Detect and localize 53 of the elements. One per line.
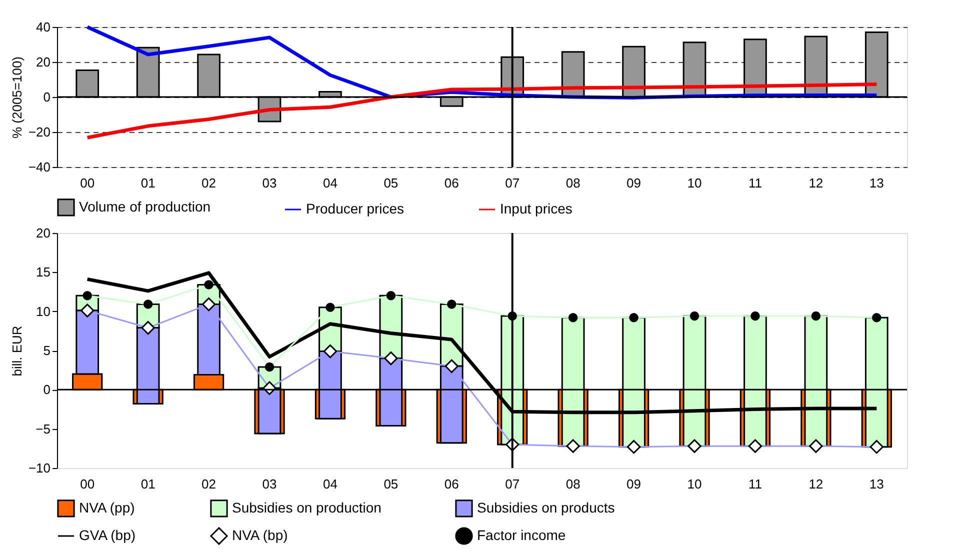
legend-label: Input prices xyxy=(500,200,572,216)
x-tick-label: 11 xyxy=(748,176,762,190)
x-tick-label: 03 xyxy=(262,476,277,492)
y-tick-label: 15 xyxy=(36,264,50,280)
x-tick-label: 04 xyxy=(322,476,338,492)
x-tick-label: 01 xyxy=(140,476,156,492)
x-tick-label: 08 xyxy=(566,476,580,492)
x-tick-label: 07 xyxy=(505,476,520,492)
y-tick-label: 0 xyxy=(43,90,50,104)
y-tick-label: −40 xyxy=(28,160,50,174)
y-tick-label: 40 xyxy=(36,20,50,34)
y-tick-label: −5 xyxy=(36,421,50,436)
x-tick-label: 10 xyxy=(687,476,702,492)
legend-label: Subsidies on production xyxy=(232,499,382,516)
x-tick-label: 09 xyxy=(626,176,642,190)
line-series xyxy=(86,25,878,100)
y-tick-label: 5 xyxy=(43,343,50,358)
y-tick-label: 10 xyxy=(36,304,50,319)
x-tick-label: 04 xyxy=(322,176,338,190)
x-tick-label: 05 xyxy=(384,176,398,190)
legend-label: GVA (bp) xyxy=(79,527,136,543)
x-tick-label: 03 xyxy=(262,176,277,190)
x-tick-label: 12 xyxy=(808,176,824,190)
legend-label: NVA (pp) xyxy=(79,499,135,516)
x-tick-label: 08 xyxy=(566,176,580,190)
legend-label: Factor income xyxy=(477,527,566,543)
x-tick-label: 06 xyxy=(444,176,459,190)
legend-label: NVA (bp) xyxy=(232,527,288,543)
legend-label: Producer prices xyxy=(306,200,404,216)
y-axis-title: % (2005=100) xyxy=(9,56,24,139)
x-tick-label: 11 xyxy=(748,476,762,492)
x-tick-label: 10 xyxy=(687,176,702,190)
y-tick-label: 20 xyxy=(36,54,50,70)
x-tick-label: 00 xyxy=(80,476,95,492)
y-tick-label: −20 xyxy=(28,124,50,140)
y-axis-title: bill. EUR xyxy=(9,326,24,376)
x-tick-label: 01 xyxy=(140,176,156,190)
legend-label: Volume of production xyxy=(79,198,211,214)
x-tick-label: 13 xyxy=(869,476,884,492)
x-tick-label: 02 xyxy=(202,476,216,492)
x-tick-label: 05 xyxy=(384,476,398,492)
x-tick-label: 00 xyxy=(80,176,95,190)
x-tick-label: 07 xyxy=(505,176,520,190)
y-tick-label: 0 xyxy=(43,382,50,398)
y-tick-label: 20 xyxy=(36,226,50,240)
x-tick-label: 13 xyxy=(869,176,884,190)
y-tick-label: −10 xyxy=(28,460,50,476)
x-tick-label: 02 xyxy=(202,176,216,190)
x-tick-label: 06 xyxy=(444,476,459,492)
line-series xyxy=(86,82,878,140)
x-tick-label: 09 xyxy=(626,476,642,492)
x-tick-label: 12 xyxy=(808,476,824,492)
legend-label: Subsidies on products xyxy=(477,499,615,516)
